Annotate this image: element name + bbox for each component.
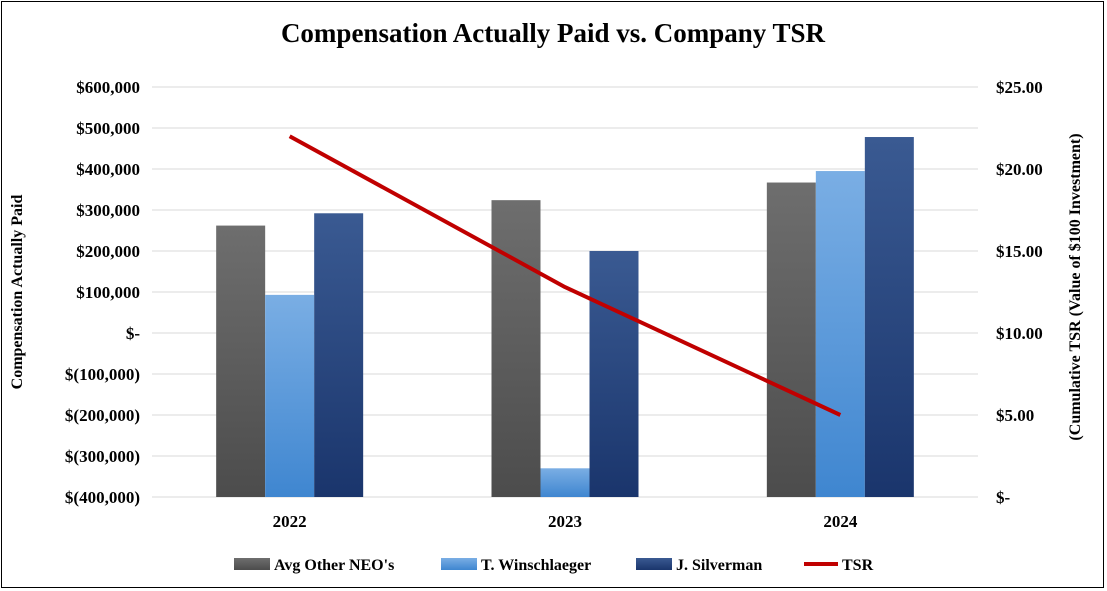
legend-swatch [441,558,477,570]
y-tick-label: $(200,000) [65,406,140,425]
y-axis-label: Compensation Actually Paid [9,195,26,390]
bar-t-winschlaeger-2022 [265,294,315,497]
y2-tick-label: $10.00 [996,324,1043,343]
y2-tick-label: $- [996,488,1011,507]
y-tick-label: $100,000 [76,283,140,302]
y-tick-label: $(100,000) [65,365,140,384]
x-tick-label: 2023 [548,512,582,531]
legend-label: Avg Other NEO's [274,557,394,574]
y2-tick-label: $5.00 [996,406,1034,425]
y-tick-label: $300,000 [76,201,140,220]
bar-j-silverman-2022 [314,213,364,497]
bar-avg-other-neo-s-2022 [216,225,266,497]
bar-j-silverman-2024 [864,137,914,497]
legend-label: T. Winschlaeger [481,557,591,574]
bar-j-silverman-2023 [589,251,639,497]
x-tick-label: 2022 [273,512,307,531]
y-tick-label: $(400,000) [65,488,140,507]
legend-swatch [636,558,672,570]
y2-tick-label: $25.00 [996,78,1043,97]
legend-label: TSR [842,557,874,574]
bar-t-winschlaeger-2024 [815,171,865,498]
legend-label: J. Silverman [676,557,762,574]
y2-axis-label: (Cumulative TSR (Value of $100 Investmen… [1067,133,1084,440]
y-tick-label: $500,000 [76,119,140,138]
legend-swatch [234,558,270,570]
y-tick-label: $200,000 [76,242,140,261]
bar-avg-other-neo-s-2023 [491,200,541,497]
bar-t-winschlaeger-2023 [540,468,590,497]
x-tick-label: 2024 [823,512,858,531]
chart-title: Compensation Actually Paid vs. Company T… [281,18,826,48]
y-tick-label: $400,000 [76,160,140,179]
y-tick-label: $600,000 [76,78,140,97]
y-tick-label: $- [126,324,141,343]
y2-tick-label: $15.00 [996,242,1043,261]
bar-avg-other-neo-s-2024 [766,182,816,497]
tsr-line [288,134,842,417]
y2-tick-label: $20.00 [996,160,1043,179]
y-tick-label: $(300,000) [65,447,140,466]
